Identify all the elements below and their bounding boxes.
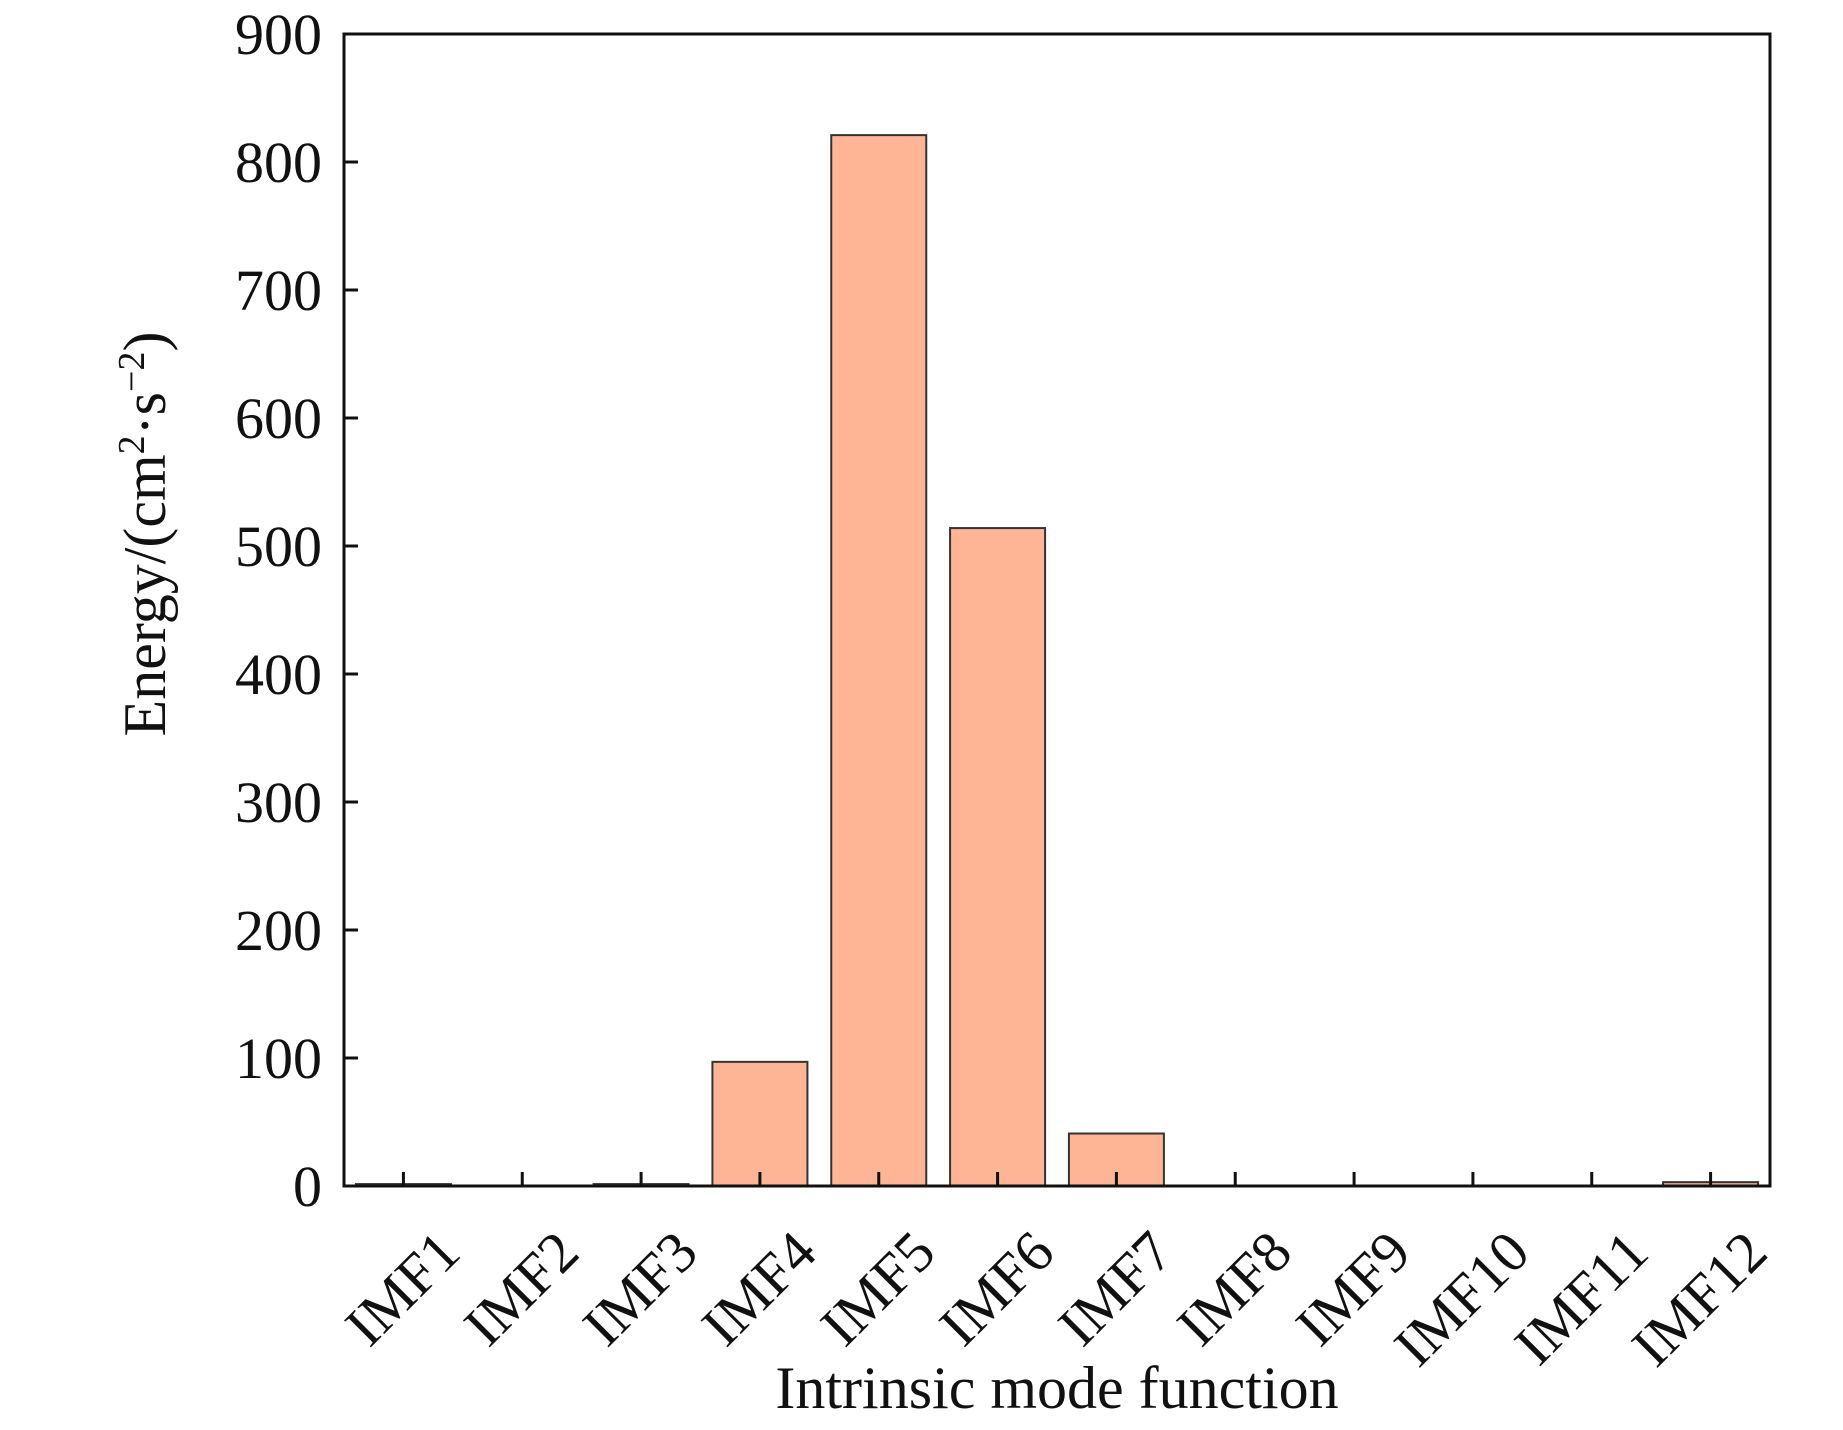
x-tick-label-imf2: IMF2 [451, 1219, 590, 1358]
y-tick-label: 800 [235, 130, 322, 195]
y-tick-label: 400 [235, 642, 322, 707]
x-tick-label-imf6: IMF6 [927, 1219, 1066, 1358]
plot-frame [342, 32, 1772, 1188]
y-tick-label: 300 [235, 770, 322, 835]
bar-imf4 [711, 1060, 809, 1187]
y-tick-label: 700 [235, 258, 322, 323]
bar-imf5 [830, 134, 928, 1187]
x-tick-label-imf3: IMF3 [570, 1219, 709, 1358]
bars-group [354, 134, 1760, 1188]
x-tick-label-imf8: IMF8 [1164, 1219, 1303, 1358]
y-axis-title-sup2: −2 [111, 352, 153, 392]
x-axis-ticks: IMF1IMF2IMF3IMF4IMF5IMF6IMF7IMF8IMF9IMF1… [333, 1172, 1779, 1379]
x-axis-title: Intrinsic mode function [775, 1355, 1338, 1421]
x-tick-label-imf4: IMF4 [689, 1219, 828, 1358]
y-axis-title-sup1: 2 [111, 435, 153, 454]
x-tick-label-imf11: IMF11 [1502, 1219, 1660, 1377]
y-tick-label: 0 [293, 1154, 322, 1219]
y-tick-label: 200 [235, 898, 322, 963]
y-axis-title-base: Energy/(cm [112, 454, 178, 736]
y-tick-label: 600 [235, 386, 322, 451]
y-axis-ticks: 0 100 200 300 400 500 600 700 800 900 [235, 2, 358, 1219]
y-axis-title: Energy/(cm2·s−2) [111, 332, 178, 737]
y-tick-label: 900 [235, 2, 322, 67]
y-axis-title-mid: ·s [112, 392, 178, 435]
x-tick-label-imf7: IMF7 [1046, 1219, 1185, 1358]
x-tick-label-imf5: IMF5 [808, 1219, 947, 1358]
y-tick-label: 100 [235, 1026, 322, 1091]
x-tick-label-imf12: IMF12 [1619, 1219, 1779, 1379]
y-tick-label: 500 [235, 514, 322, 579]
y-axis-title-end: ) [112, 332, 178, 352]
x-tick-label-imf10: IMF10 [1382, 1219, 1542, 1379]
bar-imf6 [949, 527, 1047, 1187]
x-tick-label-imf1: IMF1 [333, 1219, 472, 1358]
